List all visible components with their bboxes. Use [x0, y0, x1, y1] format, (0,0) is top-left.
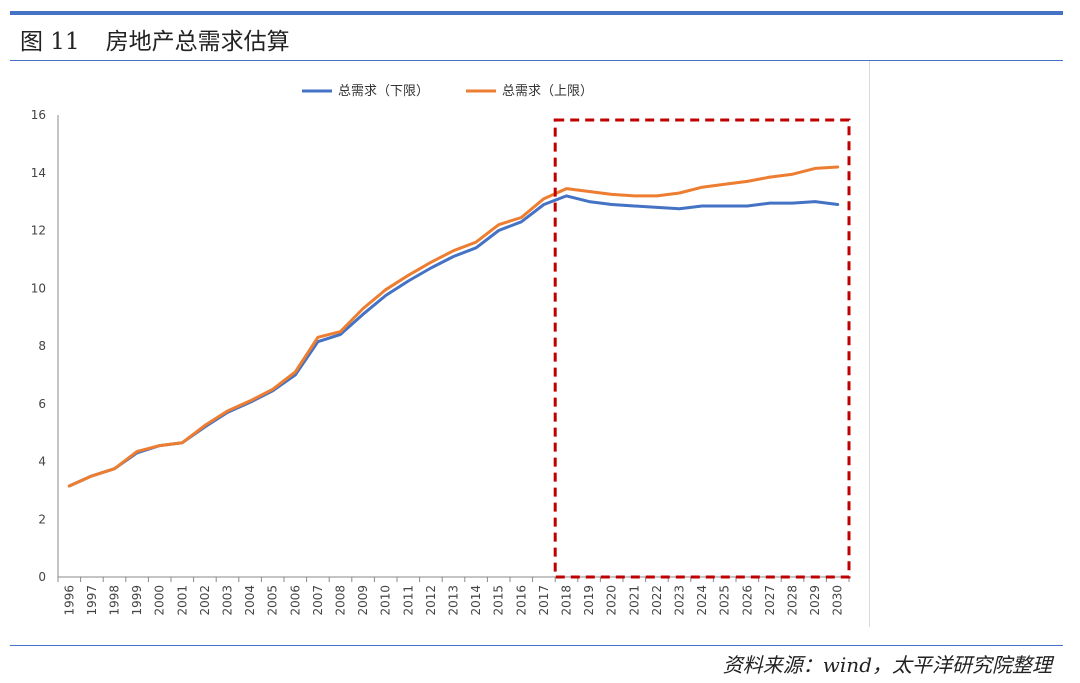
x-tick-label: 2019 — [582, 585, 596, 616]
x-tick-label: 2017 — [537, 585, 551, 616]
x-tick-label: 2023 — [673, 585, 687, 616]
series-line-upper — [67, 165, 840, 488]
x-axis-ticks: 1996 1997 1998 1999 2000 2001 2002 2003 2004 2005… — [62, 585, 844, 616]
y-tick-label: 14 — [31, 166, 46, 180]
y-tick-label: 4 — [38, 455, 46, 469]
x-tick-label: 2004 — [243, 585, 257, 616]
x-tick-label: 2024 — [695, 585, 709, 616]
top-rule — [10, 11, 1063, 15]
x-tick-label: 2021 — [627, 585, 641, 616]
title-rule — [10, 60, 1063, 61]
x-tick-label: 1999 — [130, 585, 144, 616]
x-tick-label: 2000 — [153, 585, 167, 616]
x-tick-label: 2010 — [379, 585, 393, 616]
axes — [57, 115, 850, 582]
y-tick-label: 10 — [31, 281, 46, 295]
x-tick-label: 2006 — [288, 585, 302, 616]
x-tick-label: 2008 — [334, 585, 348, 616]
x-tick-label: 2014 — [469, 585, 483, 616]
legend: 总需求（下限） 总需求（上限） — [302, 84, 593, 99]
y-tick-label: 8 — [38, 339, 46, 353]
legend-label: 总需求（上限） — [502, 84, 593, 99]
figure-title: 图 11 房地产总需求估算 — [20, 22, 290, 56]
x-tick-label: 2007 — [311, 585, 325, 616]
x-tick-label: 2015 — [492, 585, 506, 616]
x-tick-label: 2001 — [175, 585, 189, 616]
x-tick-label: 2028 — [786, 585, 800, 616]
x-tick-label: 2013 — [447, 585, 461, 616]
series-group — [67, 165, 840, 488]
x-tick-label: 2005 — [266, 585, 280, 616]
y-tick-label: 12 — [31, 224, 46, 238]
legend-label: 总需求（下限） — [338, 84, 429, 99]
bottom-rule — [10, 645, 1063, 646]
x-tick-label: 2025 — [718, 585, 732, 616]
x-tick-label: 2022 — [650, 585, 664, 616]
x-tick-label: 2026 — [740, 585, 754, 616]
figure-title-text: 房地产总需求估算 — [105, 29, 290, 55]
x-tick-label: 2020 — [605, 585, 619, 616]
x-tick-label: 2009 — [356, 585, 370, 616]
x-tick-label: 2016 — [514, 585, 528, 616]
x-tick-label: 1996 — [62, 585, 76, 616]
x-tick-label: 2018 — [560, 585, 574, 616]
x-tick-label: 2003 — [221, 585, 235, 616]
x-tick-label: 1997 — [85, 585, 99, 616]
figure-number: 图 11 — [20, 29, 80, 55]
x-tick-label: 2011 — [401, 585, 415, 616]
x-tick-label: 1998 — [108, 585, 122, 616]
y-tick-label: 0 — [38, 570, 46, 584]
chart-frame-right-edge — [869, 61, 870, 627]
y-axis-ticks: 0 2 4 6 8 10 12 14 16 — [31, 108, 46, 584]
x-tick-label: 2012 — [424, 585, 438, 616]
y-tick-label: 16 — [31, 108, 46, 122]
x-tick-label: 2002 — [198, 585, 212, 616]
source-note: 资料来源：wind，太平洋研究院整理 — [722, 653, 1052, 677]
x-tick-label: 2029 — [808, 585, 822, 616]
y-tick-label: 6 — [38, 397, 46, 411]
y-tick-label: 2 — [38, 512, 46, 526]
x-tick-label: 2030 — [831, 585, 845, 616]
x-tick-label: 2027 — [763, 585, 777, 616]
